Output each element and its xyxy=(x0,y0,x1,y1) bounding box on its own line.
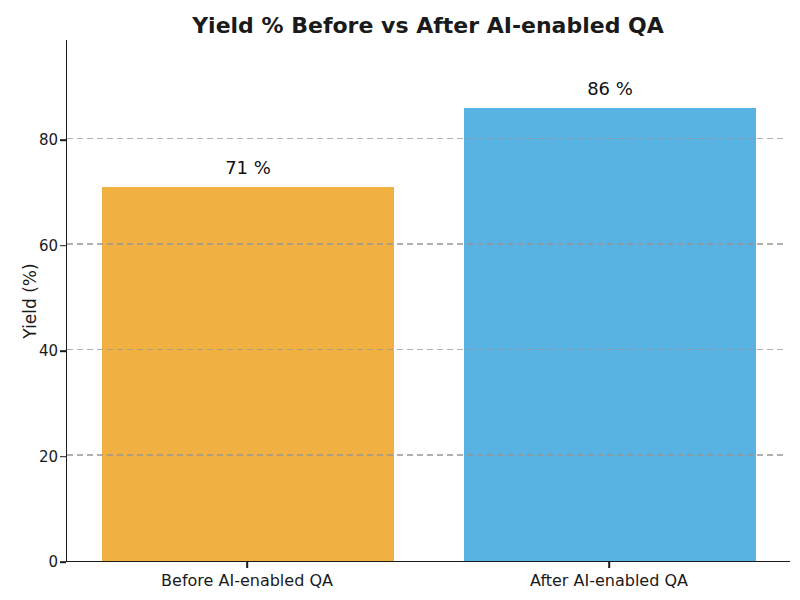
gridline xyxy=(67,349,783,350)
bar-value-label: 86 % xyxy=(587,78,633,99)
bar-chart-figure: Yield % Before vs After AI-enabled QA Yi… xyxy=(0,0,800,600)
plot-area: 71 % 86 % xyxy=(66,40,790,562)
bar xyxy=(464,108,755,561)
gridline xyxy=(67,243,783,244)
bar-value-label: 71 % xyxy=(225,157,271,178)
chart-title: Yield % Before vs After AI-enabled QA xyxy=(66,13,790,38)
gridline xyxy=(67,138,783,139)
x-tick-mark xyxy=(608,562,610,568)
y-tick-mark xyxy=(60,561,66,563)
gridline xyxy=(67,454,783,455)
x-tick-mark xyxy=(246,562,248,568)
y-tick-mark xyxy=(60,350,66,352)
y-tick-label: 80 xyxy=(18,131,58,149)
x-tick-label: Before AI-enabled QA xyxy=(161,571,333,590)
y-tick-mark xyxy=(60,245,66,247)
y-axis-label: Yield (%) xyxy=(20,263,40,338)
y-tick-mark xyxy=(60,139,66,141)
y-tick-label: 40 xyxy=(18,342,58,360)
x-tick-label: After AI-enabled QA xyxy=(530,571,688,590)
y-tick-mark xyxy=(60,456,66,458)
y-tick-label: 0 xyxy=(18,553,58,571)
y-tick-label: 60 xyxy=(18,237,58,255)
y-tick-label: 20 xyxy=(18,448,58,466)
